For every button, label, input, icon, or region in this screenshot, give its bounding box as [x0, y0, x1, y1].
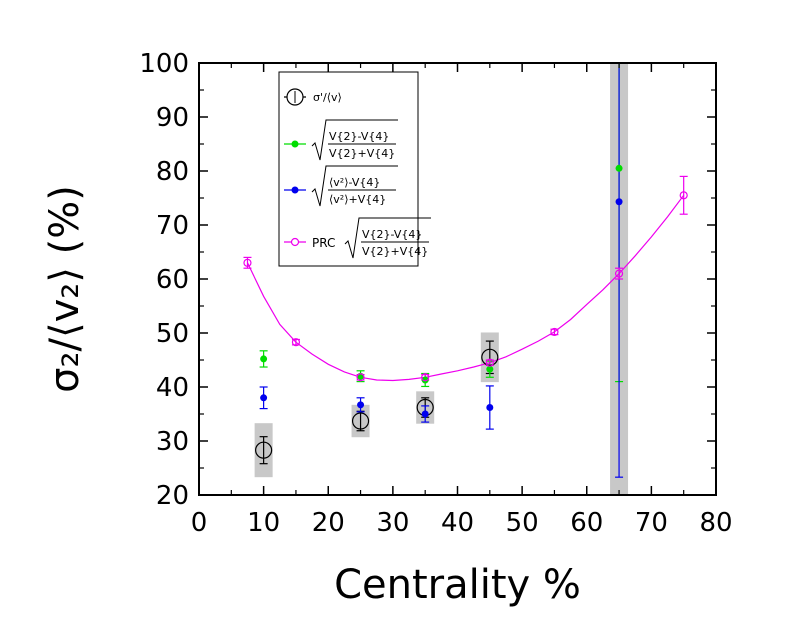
data-point: [615, 164, 623, 172]
x-tick-label: 20: [312, 508, 345, 538]
data-markers: [243, 164, 688, 459]
legend-box: [278, 71, 419, 267]
data-point: [255, 441, 273, 459]
legend-prefix: PRC: [312, 236, 335, 250]
data-point: [486, 404, 494, 412]
y-tick-label: 60: [156, 265, 189, 295]
data-point: [485, 358, 494, 367]
data-point: [243, 258, 252, 267]
y-tick-label: 50: [156, 319, 189, 349]
data-point: [486, 365, 494, 373]
data-point: [260, 394, 268, 402]
legend-sqrt-sign: [311, 119, 398, 161]
legend-sqrt-sign: [344, 217, 431, 259]
axis-ticks: [198, 62, 717, 496]
data-point: [614, 269, 624, 278]
x-axis-title: Centrality %: [334, 562, 581, 608]
y-tick-label: 20: [156, 481, 189, 511]
y-tick-label: 80: [156, 157, 189, 187]
x-tick-label: 50: [506, 508, 539, 538]
y-tick-label: 40: [156, 373, 189, 403]
legend: σ'/⟨v⟩ V{2}-V{4} V{2}+V{4} ⟨v²⟩-V{4} ⟨v²⟩+V{…: [278, 71, 431, 267]
data-point: [421, 376, 429, 384]
legend-sqrt-sign: [311, 165, 398, 207]
data-point: [291, 338, 301, 347]
legend-marker: [291, 140, 299, 148]
data-point: [356, 373, 365, 382]
data-point: [357, 401, 365, 409]
data-point: [550, 327, 559, 337]
tick-labels: 0 10 20 30 40 50 60 70 80 20 30 40 50 60 70 80 90 100: [139, 49, 732, 538]
y-tick-label: 30: [156, 427, 189, 457]
legend-numerator: ⟨v²⟩-V{4}: [329, 176, 380, 189]
prc-curve: [246, 194, 685, 382]
data-point: [351, 412, 370, 430]
x-tick-label: 30: [376, 508, 409, 538]
data-point: [615, 198, 623, 206]
y-axis-title: σ₂/⟨v₂⟩ (%): [42, 185, 88, 393]
plot-frame: [198, 62, 717, 496]
data-point: [421, 410, 429, 418]
y-tick-label: 100: [139, 49, 189, 79]
x-tick-label: 60: [570, 508, 603, 538]
legend-denominator: V{2}+V{4}: [362, 245, 428, 258]
legend-numerator: V{2}-V{4}: [362, 228, 422, 241]
x-tick-label: 0: [191, 508, 208, 538]
data-point: [679, 191, 688, 200]
legend-label: σ'/⟨v⟩: [313, 91, 342, 104]
data-point: [481, 348, 499, 366]
x-tick-label: 80: [699, 508, 732, 538]
legend-marker: [290, 237, 300, 247]
data-point: [421, 373, 430, 382]
legend-denominator: ⟨v²⟩+V{4}: [329, 193, 386, 206]
y-tick-label: 90: [156, 103, 189, 133]
prc-fit-curve: [246, 194, 685, 382]
legend-marker: [291, 186, 299, 194]
y-tick-label: 70: [156, 211, 189, 241]
x-tick-label: 40: [441, 508, 474, 538]
data-point: [260, 355, 268, 363]
legend-denominator: V{2}+V{4}: [329, 147, 395, 160]
x-tick-label: 70: [635, 508, 668, 538]
legend-numerator: V{2}-V{4}: [329, 130, 389, 143]
x-tick-label: 10: [247, 508, 280, 538]
